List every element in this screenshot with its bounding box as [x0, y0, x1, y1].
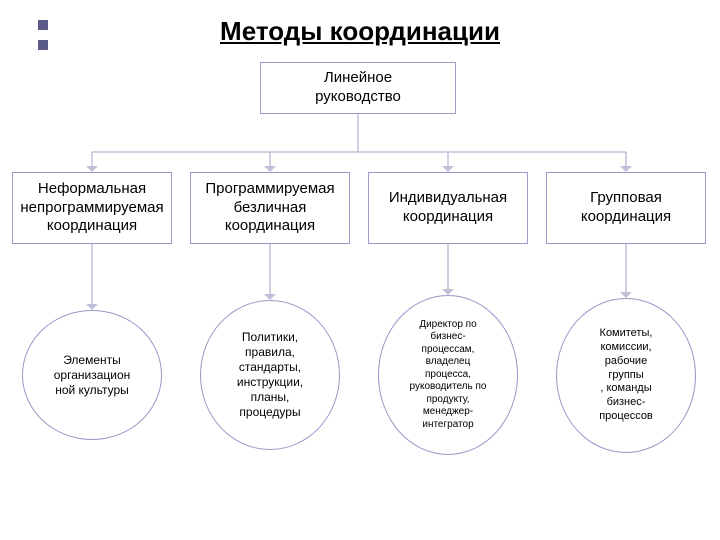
mid-box-2: Индивидуальная координация — [368, 172, 528, 244]
root-box: Линейное руководство — [260, 62, 456, 114]
oval-2: Директор по бизнес- процессам, владелец … — [378, 295, 518, 455]
oval-3: Комитеты, комиссии, рабочие группы , ком… — [556, 298, 696, 453]
mid-box-3: Групповая координация — [546, 172, 706, 244]
bullet-2 — [38, 40, 48, 50]
bullet-1 — [38, 20, 48, 30]
mid-box-1: Программируемая безличная координация — [190, 172, 350, 244]
oval-0: Элементы организацион ной культуры — [22, 310, 162, 440]
mid-box-0: Неформальная непрограммируемая координац… — [12, 172, 172, 244]
page-title: Методы координации — [170, 16, 550, 47]
oval-1: Политики, правила, стандарты, инструкции… — [200, 300, 340, 450]
